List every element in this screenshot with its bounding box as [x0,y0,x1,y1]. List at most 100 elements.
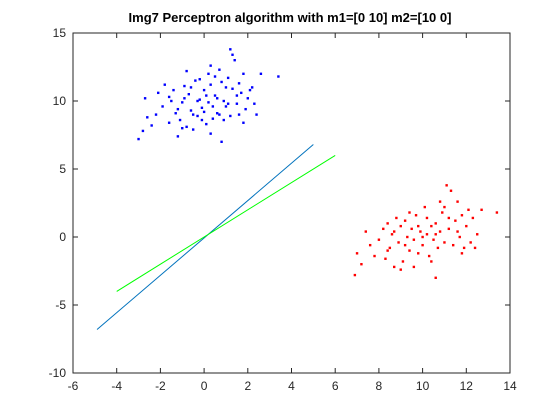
data-point [476,233,479,236]
data-point [390,233,394,236]
data-point [460,214,464,217]
data-point [495,211,499,214]
data-point [408,211,411,214]
data-point [408,249,411,252]
data-point [277,75,280,78]
data-point [397,241,400,244]
data-point [445,184,448,187]
data-point [220,140,223,143]
data-point [384,257,387,260]
data-point [443,241,446,244]
data-point [469,241,472,244]
data-point [216,112,219,115]
data-point [183,97,186,100]
decision-line-3 [116,154,336,292]
data-point [449,189,453,192]
data-point [462,246,466,250]
plot-area [96,48,499,330]
y-tick-label: 10 [53,94,67,108]
data-point [386,222,389,225]
data-point [209,83,212,86]
data-point [458,235,461,239]
data-point [163,83,166,86]
data-point [196,114,199,118]
data-point [189,109,193,112]
data-point [430,224,433,228]
data-point [226,76,230,80]
x-tick-label: 10 [416,379,430,393]
data-point [259,72,263,75]
data-point [137,137,140,141]
data-point [207,101,210,104]
data-point [441,211,444,214]
axes-background [73,33,510,373]
data-point [226,102,230,105]
data-point [198,78,201,81]
data-point [185,125,188,129]
data-point [253,102,256,105]
data-point [231,53,234,56]
data-point [401,260,405,263]
data-point [209,132,212,135]
data-point [425,233,429,236]
data-point [222,118,225,122]
y-tick-label: 15 [53,26,67,40]
data-point [395,216,398,220]
data-point [392,230,396,233]
data-point [355,252,359,255]
data-point [438,200,442,203]
data-point [456,200,459,203]
chart-title: Img7 Perceptron algorithm with m1=[0 10]… [129,10,452,25]
data-point [198,98,201,101]
data-point [167,121,171,124]
data-point [209,64,212,67]
data-point [388,246,392,250]
data-point [421,243,424,247]
x-tick-label: 6 [332,379,339,393]
data-point [176,135,180,138]
data-point [161,105,164,108]
data-point [170,99,173,103]
data-point [146,116,149,119]
data-point [183,84,186,88]
data-point [224,86,228,89]
data-point [213,94,217,97]
data-point [434,276,437,279]
data-point [412,265,416,269]
data-point [480,208,483,211]
data-point [157,91,160,95]
data-point [434,233,437,236]
data-point [425,216,429,220]
data-point [231,87,234,90]
data-point [454,219,457,222]
data-point [237,82,241,85]
data-point [360,263,363,266]
data-point [403,243,407,247]
data-point [427,254,431,258]
x-tick-label: 14 [503,379,517,393]
decision-line-2 [96,144,314,330]
x-tick-label: -6 [68,379,79,393]
data-point [447,227,451,231]
data-point [187,93,191,96]
data-point [200,106,204,109]
data-point [174,112,177,115]
data-point [434,222,437,225]
data-point [473,246,477,250]
data-point [412,238,416,241]
data-point [150,124,153,127]
data-point [460,252,464,255]
data-point [237,113,241,116]
data-point [235,94,239,97]
data-point [386,249,389,252]
data-point [216,97,219,100]
data-point [222,99,225,103]
data-point [218,113,221,116]
data-point [185,69,188,73]
data-point [451,243,455,247]
data-point [406,235,409,239]
x-tick-label: 2 [244,379,251,393]
data-point [417,224,420,228]
data-point [141,129,145,133]
data-point [218,68,221,71]
